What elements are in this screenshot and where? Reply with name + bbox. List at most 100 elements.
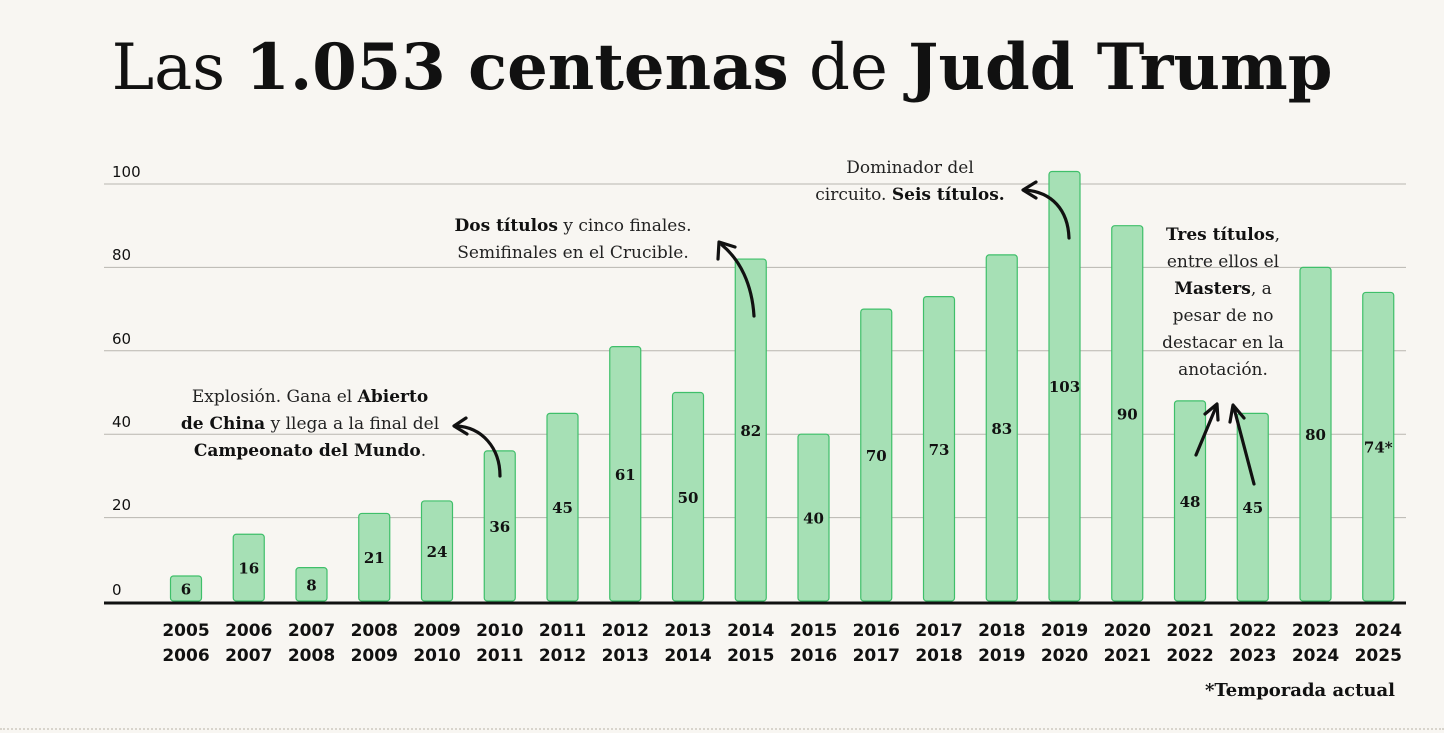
x-tick-line: 2007 xyxy=(287,621,336,641)
bar-value-label: 83 xyxy=(991,420,1012,438)
arrow-2014 xyxy=(720,243,756,318)
bar xyxy=(860,308,893,602)
bar xyxy=(1048,170,1081,602)
bar xyxy=(922,295,956,602)
annotation-bold: Abierto xyxy=(357,387,429,407)
x-tick-line: 2013 xyxy=(601,646,649,666)
bar-value-label: 80 xyxy=(1305,426,1326,444)
chart-title: Las 1.053 centenas de Judd Trump xyxy=(0,28,1444,108)
arrowhead-2014 xyxy=(716,240,737,261)
annotation-bold: Campeonato del Mundo xyxy=(193,441,421,461)
bar xyxy=(169,575,203,602)
arrowhead-2021-left xyxy=(1203,402,1220,422)
bar-value-label: 8 xyxy=(306,576,316,594)
bar-value-label: 45 xyxy=(552,499,573,517)
x-tick-label: 2018 2019 xyxy=(971,619,1033,669)
x-tick-line: 2015 xyxy=(789,621,838,641)
bar-value-label: 16 xyxy=(238,560,259,578)
footnote: *Temporada actual xyxy=(1204,680,1395,701)
x-tick-line: 2023 xyxy=(1291,621,1340,641)
bars: 6 16 8 21 24 36 45 61 50 82 40 70 73 83 103 90 48 45 80 74* xyxy=(104,170,1406,605)
bar-value-label: 90 xyxy=(1117,405,1138,423)
bar-value-label: 40 xyxy=(803,510,824,528)
bar xyxy=(358,512,391,602)
annotation-2021: Tres títulos, entre ellos el Masters, a … xyxy=(1140,222,1306,384)
x-tick-label: 2016 2017 xyxy=(845,619,907,669)
bar xyxy=(734,258,767,602)
x-tick-line: 2025 xyxy=(1354,646,1402,666)
x-tick-line: 2007 xyxy=(225,646,273,666)
bar-value-label: 50 xyxy=(678,489,699,507)
x-tick-line: 2011 xyxy=(476,646,524,666)
x-tick-label: 2006 2007 xyxy=(218,619,280,669)
x-tick-line: 2017 xyxy=(915,621,963,641)
x-tick-label: 2009 2010 xyxy=(406,619,468,669)
bar xyxy=(1362,291,1395,602)
x-tick-line: 2024 xyxy=(1354,621,1402,641)
x-tick-label: 2014 2015 xyxy=(720,619,782,669)
x-tick-line: 2012 xyxy=(538,646,587,666)
bar-value-label: 6 xyxy=(181,580,191,598)
x-tick-line: 2015 xyxy=(727,646,775,666)
title-part-de: de xyxy=(788,31,909,105)
annotation-bold: Masters xyxy=(1174,279,1251,299)
x-tick-line: 2014 xyxy=(664,646,712,666)
x-tick-line: 2008 xyxy=(350,621,398,641)
x-tick-label: 2010 2011 xyxy=(469,619,531,669)
x-tick-label: 2021 2022 xyxy=(1159,619,1221,669)
annotation-text: y llega a la final del xyxy=(265,414,440,434)
bar xyxy=(797,433,830,602)
x-tick-label: 2008 2009 xyxy=(343,619,405,669)
bar xyxy=(232,533,265,602)
x-tick-line: 2009 xyxy=(413,621,461,641)
annotation-text: , xyxy=(1274,225,1280,245)
annotation-bold: Seis títulos. xyxy=(891,185,1005,205)
x-tick-label: 2005 2006 xyxy=(155,619,217,669)
x-tick-label: 2007 2008 xyxy=(281,619,343,669)
bar xyxy=(295,567,328,602)
x-tick-line: 2005 xyxy=(162,621,210,641)
bar xyxy=(1111,225,1144,602)
annotation-text: entre ellos el xyxy=(1166,252,1280,272)
arrow-2022-right xyxy=(1232,406,1256,486)
annotation-text: anotación. xyxy=(1178,360,1268,380)
bar-value-label: 24 xyxy=(427,543,448,561)
arrow-2019 xyxy=(1023,188,1071,240)
x-tick-label: 2015 2016 xyxy=(783,619,845,669)
x-tick-line: 2016 xyxy=(789,646,838,666)
bar xyxy=(1299,266,1332,602)
bar xyxy=(546,412,579,602)
x-tick-line: 2008 xyxy=(287,646,336,666)
arrow-2021-left xyxy=(1194,405,1218,457)
arrowhead-2010 xyxy=(452,416,469,436)
bar xyxy=(1236,412,1269,602)
y-tick-label: 80 xyxy=(112,246,132,264)
annotation-text: Semifinales en el Crucible. xyxy=(457,243,689,263)
annotation-text: y cinco finales. xyxy=(557,216,692,236)
x-tick-line: 2020 xyxy=(1103,621,1151,641)
x-tick-line: 2022 xyxy=(1166,646,1214,666)
bar-value-label: 21 xyxy=(364,549,385,567)
x-tick-label: 2017 2018 xyxy=(908,619,970,669)
x-tick-line: 2010 xyxy=(476,621,524,641)
x-tick-line: 2016 xyxy=(852,621,900,641)
x-tick-label: 2019 2020 xyxy=(1034,619,1096,669)
annotation-arrows xyxy=(452,180,1256,486)
bar-value-label: 36 xyxy=(489,518,510,536)
annotation-2019: Dominador del circuito. Seis títulos. xyxy=(796,155,1024,209)
x-tick-line: 2020 xyxy=(1040,646,1089,666)
x-tick-line: 2021 xyxy=(1103,646,1151,666)
bar-value-label: 103 xyxy=(1049,378,1080,396)
x-tick-line: 2009 xyxy=(350,646,398,666)
y-tick-label: 100 xyxy=(112,163,141,181)
bar-value-label: 73 xyxy=(929,441,950,459)
annotation-bold: Tres títulos xyxy=(1166,225,1275,245)
y-tick-label: 20 xyxy=(112,496,132,514)
y-tick-label: 60 xyxy=(112,330,132,348)
x-tick-line: 2012 xyxy=(601,621,649,641)
arrow-2010 xyxy=(454,424,502,478)
x-tick-label: 2022 2023 xyxy=(1222,619,1284,669)
annotation-text: circuito. xyxy=(815,185,892,205)
annotation-text: , a xyxy=(1250,279,1272,299)
